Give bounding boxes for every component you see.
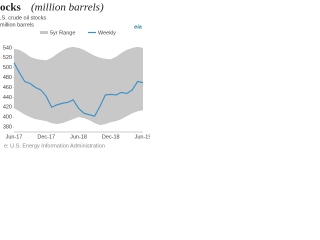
legend-label: 5yr Range <box>50 30 75 36</box>
y-tick-label: 500 <box>3 65 12 71</box>
x-tick-label: Jun-18 <box>70 134 87 140</box>
y-tick-label: 420 <box>3 105 12 111</box>
y-tick-label: 480 <box>3 75 12 81</box>
chart-title: ocks <box>0 2 22 14</box>
y-tick-label: 540 <box>3 45 12 51</box>
page: {"chart_data": {"type": "line", "title":… <box>0 0 150 150</box>
range-band <box>14 46 143 126</box>
x-tick-label: Dec-18 <box>102 134 120 140</box>
logo: eia <box>134 24 142 30</box>
y-tick-label: 440 <box>3 95 12 101</box>
legend-label: Weekly <box>98 30 116 36</box>
source: e: U.S. Energy Information Administratio… <box>4 143 105 149</box>
x-tick-label: Dec-17 <box>37 134 55 140</box>
y-tick-label: 380 <box>3 125 12 131</box>
legend-swatch <box>40 31 48 34</box>
line <box>13 62 144 117</box>
subtitle: .S. crude oil stocks <box>0 15 46 21</box>
y-tick-label: 520 <box>3 55 12 61</box>
y-tick-label: 400 <box>3 115 12 121</box>
chart-title-unit: (million barrels) <box>31 2 104 14</box>
y-tick-label: 460 <box>3 85 12 91</box>
y-axis-label: million barrels <box>0 22 34 28</box>
x-tick-label: Jun-17 <box>6 134 23 140</box>
chart: ocks (million barrels) .S. crude oil sto… <box>0 2 150 150</box>
x-tick-label: Jun-19 <box>135 134 150 140</box>
